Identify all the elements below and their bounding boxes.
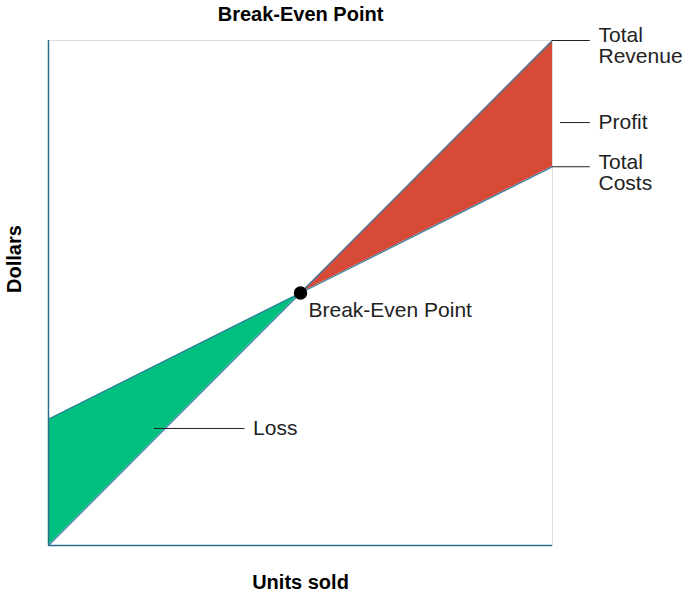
svg-text:Units sold: Units sold	[252, 571, 349, 593]
svg-text:Loss: Loss	[253, 416, 297, 439]
svg-text:Profit: Profit	[599, 110, 648, 133]
svg-text:TotalCosts: TotalCosts	[599, 150, 653, 194]
svg-text:Break-Even Point: Break-Even Point	[309, 298, 473, 321]
svg-text:Break-Even Point: Break-Even Point	[218, 3, 384, 25]
svg-text:Dollars: Dollars	[3, 225, 25, 293]
svg-text:TotalRevenue: TotalRevenue	[599, 23, 683, 67]
